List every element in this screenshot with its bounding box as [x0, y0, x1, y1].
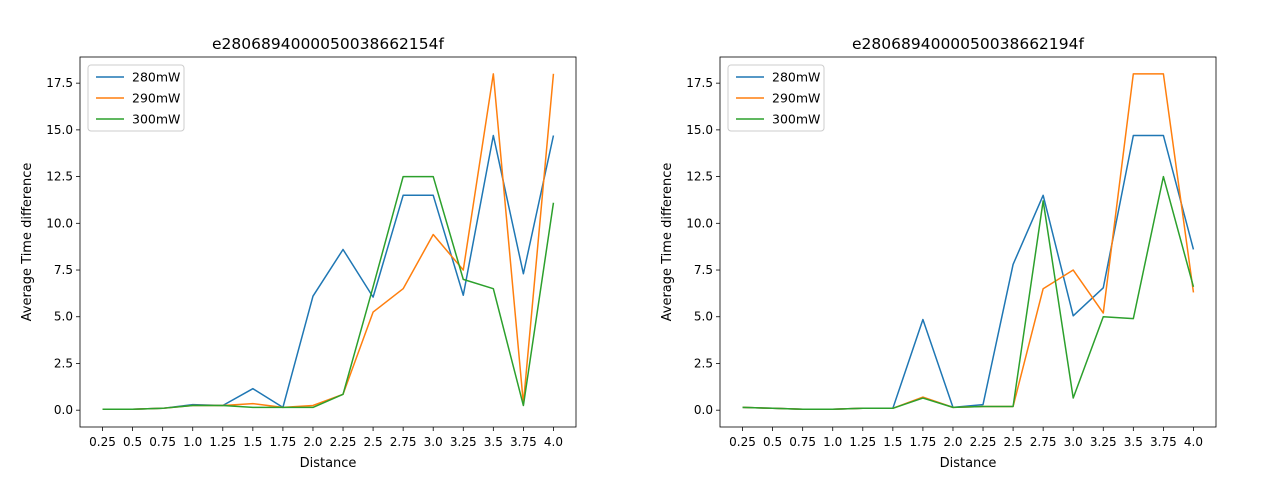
- series-line-300mW: [742, 175, 1195, 410]
- y-tick-label: 7.5: [54, 263, 73, 277]
- x-tick-label: 2.25: [970, 435, 997, 449]
- y-axis-label: Average Time difference: [660, 163, 675, 322]
- y-axis-label: Average Time difference: [20, 163, 35, 322]
- x-tick-label: 3.0: [1064, 435, 1083, 449]
- legend-label: 300mW: [772, 112, 820, 127]
- plot-frame: [79, 56, 577, 428]
- x-tick-label: 0.5: [763, 435, 782, 449]
- legend-label: 280mW: [132, 70, 180, 85]
- y-tick-label: 2.5: [54, 356, 73, 370]
- x-tick-label: 0.75: [149, 435, 176, 449]
- x-tick-label: 1.5: [243, 435, 262, 449]
- x-tick-label: 1.5: [883, 435, 902, 449]
- series-line-280mW: [102, 134, 555, 410]
- x-tick-label: 3.0: [424, 435, 443, 449]
- y-tick-label: 15.0: [686, 123, 713, 137]
- x-tick-label: 2.75: [1030, 435, 1057, 449]
- x-tick-label: 2.5: [1004, 435, 1023, 449]
- x-tick-label: 2.25: [330, 435, 357, 449]
- y-tick-label: 12.5: [686, 170, 713, 184]
- x-tick-label: 2.5: [364, 435, 383, 449]
- series-line-280mW: [742, 134, 1195, 410]
- y-tick-label: 10.0: [46, 216, 73, 230]
- y-tick-label: 15.0: [46, 123, 73, 137]
- x-tick-label: 1.0: [823, 435, 842, 449]
- x-tick-label: 0.25: [89, 435, 116, 449]
- x-tick-label: 3.25: [450, 435, 477, 449]
- legend-label: 280mW: [772, 70, 820, 85]
- x-tick-label: 0.25: [729, 435, 756, 449]
- y-tick-label: 17.5: [686, 76, 713, 90]
- x-tick-label: 1.75: [270, 435, 297, 449]
- y-tick-label: 0.0: [694, 403, 713, 417]
- x-tick-label: 0.75: [789, 435, 816, 449]
- x-tick-label: 2.0: [943, 435, 962, 449]
- legend-box: [727, 64, 825, 132]
- chart-title: e280689400005003866219​4f: [852, 35, 1084, 53]
- x-tick-label: 2.75: [390, 435, 417, 449]
- chart-right: e280689400005003866219​4f 0.25 0.5 0.75 1.0 1…: [660, 35, 1217, 471]
- legend: 280mW 290mW 300mW: [727, 64, 825, 132]
- x-tick-label: 3.5: [1124, 435, 1143, 449]
- x-tick-label: 2.0: [303, 435, 322, 449]
- legend-box: [87, 64, 185, 132]
- y-tick-label: 5.0: [54, 310, 73, 324]
- plot-frame: [719, 56, 1217, 428]
- y-tick-label: 0.0: [54, 403, 73, 417]
- x-axis-label: Distance: [300, 456, 357, 471]
- x-tick-label: 4.0: [1184, 435, 1203, 449]
- x-tick-label: 4.0: [544, 435, 563, 449]
- y-tick-label: 2.5: [694, 356, 713, 370]
- x-tick-label: 3.5: [484, 435, 503, 449]
- x-tick-label: 1.25: [209, 435, 236, 449]
- y-tick-label: 10.0: [686, 216, 713, 230]
- x-axis-label: Distance: [940, 456, 997, 471]
- y-tick-label: 7.5: [694, 263, 713, 277]
- chart-title: e280689400005003866215​4f: [212, 35, 444, 53]
- legend-label: 290mW: [132, 91, 180, 106]
- legend-label: 290mW: [772, 91, 820, 106]
- chart-left: e280689400005003866215​4f 0.25 0.5 0.75 1.0 1…: [20, 35, 577, 471]
- y-tick-label: 5.0: [694, 310, 713, 324]
- series-line-300mW: [102, 175, 555, 410]
- x-tick-label: 1.25: [849, 435, 876, 449]
- x-tick-label: 3.25: [1090, 435, 1117, 449]
- x-tick-label: 1.75: [910, 435, 937, 449]
- y-tick-label: 12.5: [46, 170, 73, 184]
- x-tick-label: 3.75: [510, 435, 537, 449]
- y-tick-label: 17.5: [46, 76, 73, 90]
- legend-label: 300mW: [132, 112, 180, 127]
- x-tick-label: 3.75: [1150, 435, 1177, 449]
- x-tick-label: 1.0: [183, 435, 202, 449]
- x-tick-label: 0.5: [123, 435, 142, 449]
- legend: 280mW 290mW 300mW: [87, 64, 185, 132]
